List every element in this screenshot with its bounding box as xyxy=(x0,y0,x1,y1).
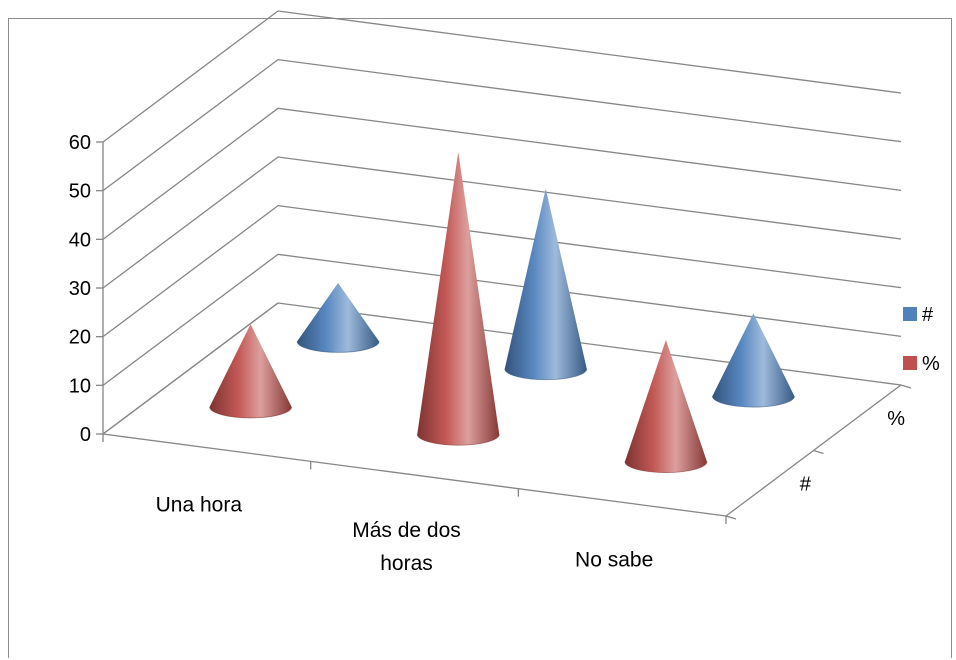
category-axis-line xyxy=(102,433,727,517)
y-tick-label-0: 0 xyxy=(80,424,91,446)
gridline-10 xyxy=(102,253,902,386)
axes xyxy=(96,141,912,524)
legend-swatch-1 xyxy=(903,356,917,370)
y-tick-label-10: 10 xyxy=(69,375,91,397)
cone-count-0 xyxy=(296,283,380,353)
cone-body xyxy=(297,283,380,353)
gridline-50 xyxy=(102,58,902,192)
y-tick-label-30: 30 xyxy=(69,278,91,300)
cone-body xyxy=(209,324,292,418)
y-tick-label-60: 60 xyxy=(69,132,91,154)
legend-swatch-0 xyxy=(903,307,917,321)
x-tick-label-2: No sabe xyxy=(575,548,653,571)
gridline-20 xyxy=(102,204,902,338)
cone-base-edge xyxy=(624,461,708,473)
cone-percent-0 xyxy=(209,324,292,419)
cone-base-edge xyxy=(209,406,292,419)
gridline-30 xyxy=(102,156,902,289)
cone-body xyxy=(624,339,707,473)
x-tick-label-1: Más de dos horas xyxy=(352,519,461,575)
y-tick-label-20: 20 xyxy=(69,327,91,349)
y-tick-label-50: 50 xyxy=(69,181,91,203)
chart-frame xyxy=(8,18,952,658)
y-tick-label-40: 40 xyxy=(69,229,91,251)
gridline-40 xyxy=(102,107,902,240)
legend-label-1: % xyxy=(922,353,940,375)
x-tick-label-0: Una hora xyxy=(156,494,243,517)
depth-tick-label-0: % xyxy=(887,408,905,430)
cone-count-1 xyxy=(504,188,588,381)
cone-percent-2 xyxy=(624,339,708,473)
cone-base-edge xyxy=(416,434,500,446)
depth-tick-label-1: # xyxy=(800,473,812,495)
cone-percent-1 xyxy=(416,151,500,446)
cone-base-edge xyxy=(712,396,795,408)
gridline-60 xyxy=(102,10,902,143)
cone-body xyxy=(504,188,587,380)
cone-base-edge xyxy=(504,368,588,381)
depth-tick-mark-2 xyxy=(900,384,912,389)
floor-left-edge xyxy=(102,302,279,435)
cone-body xyxy=(712,313,795,408)
depth-tick-mark-1 xyxy=(813,449,824,455)
legend-label-0: # xyxy=(922,304,934,326)
cone-body xyxy=(417,151,500,446)
cone-count-2 xyxy=(712,313,795,408)
cone-base-edge xyxy=(296,341,380,353)
depth-tick-mark-0 xyxy=(725,515,737,520)
legend: #% xyxy=(903,304,940,375)
